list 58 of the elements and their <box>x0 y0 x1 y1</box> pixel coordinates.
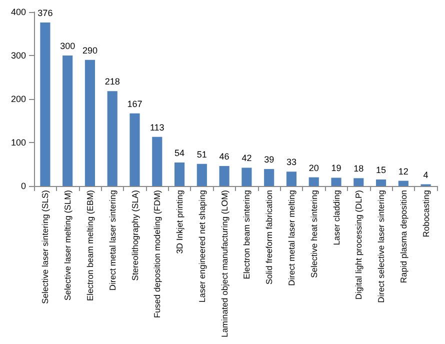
x-tick-label: Direct metal laser melting <box>286 190 296 286</box>
data-label: 113 <box>150 122 164 132</box>
x-tick-label: Electron beam melting (EBM) <box>84 190 95 302</box>
bar <box>84 60 96 186</box>
x-tick-label: Selective laser sintering (SLS) <box>40 190 50 304</box>
data-label: 54 <box>174 148 185 158</box>
x-tick-label: Direct selective laser sintering <box>376 190 386 303</box>
x-tick-label: Laser cladding <box>331 190 342 246</box>
bar <box>376 179 386 186</box>
bar <box>152 136 162 186</box>
bar <box>286 172 297 186</box>
x-tick-label: Digital light processing (DLP) <box>354 190 364 300</box>
bar <box>107 91 118 186</box>
x-tick-label: Selective heat sintering <box>308 190 319 278</box>
data-label: 20 <box>308 162 319 173</box>
data-label: 19 <box>331 163 342 174</box>
y-tick-label: 0 <box>20 181 26 191</box>
data-label: 167 <box>127 98 142 109</box>
data-label: 15 <box>376 164 386 175</box>
bar <box>308 177 319 186</box>
data-label: 376 <box>38 8 53 18</box>
x-tick-label: Solid freeform fabrication <box>264 190 274 284</box>
x-tick-label: Laser engineered net shaping <box>196 190 207 302</box>
x-tick-label: Stereolithography (SLA) <box>130 190 140 281</box>
x-tick-label: Fused deposition modeling (FDM) <box>152 190 162 318</box>
data-label: 290 <box>82 45 98 56</box>
data-label: 300 <box>60 41 76 51</box>
x-tick-label: Robocasting <box>420 190 431 238</box>
bar <box>130 113 140 186</box>
x-tick-label: Rapid plasma deposition <box>398 190 408 284</box>
bar <box>398 180 408 186</box>
data-label: 51 <box>196 149 207 160</box>
data-label: 4 <box>423 170 428 180</box>
x-tick-label: Laminated object manufacturing (LOM) <box>219 190 230 338</box>
data-label: 42 <box>242 153 252 164</box>
bar <box>62 56 73 186</box>
bar <box>40 22 50 186</box>
y-tick-label: 300 <box>10 50 26 60</box>
data-label: 39 <box>264 154 274 165</box>
y-tick-label: 200 <box>10 94 26 104</box>
x-tick-label: 3D Inkjet printing <box>174 190 185 254</box>
bar <box>264 169 274 186</box>
bar <box>174 162 185 186</box>
data-label: 218 <box>104 76 120 87</box>
x-tick-label: Selective laser melting (SLM) <box>62 190 73 301</box>
data-label: 46 <box>219 151 230 162</box>
data-label: 18 <box>354 164 364 174</box>
bar <box>196 164 207 186</box>
bar <box>242 168 252 186</box>
y-tick-label: 100 <box>10 138 26 148</box>
bar <box>354 178 364 186</box>
bar <box>331 178 342 186</box>
data-label: 12 <box>398 166 408 176</box>
x-tick-label: Electron beam sintering <box>242 190 252 280</box>
data-label: 33 <box>286 157 296 168</box>
y-tick-label: 400 <box>10 7 26 17</box>
x-tick-label: Direct metal laser sintering <box>107 190 118 291</box>
bar <box>219 166 230 186</box>
